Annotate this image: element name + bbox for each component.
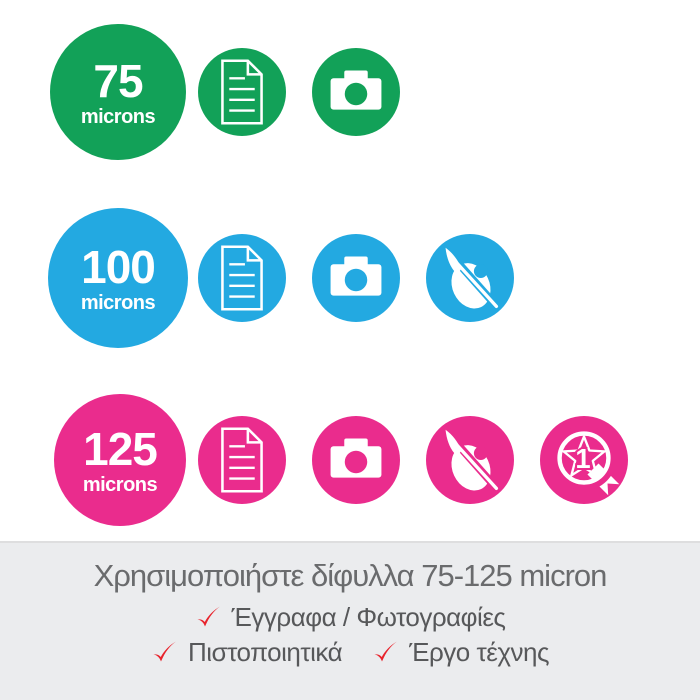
svg-text:1: 1	[575, 443, 590, 474]
footer-panel: Χρησιμοποιήστε δίφυλλα 75-125 micron Έγγ…	[0, 541, 700, 700]
check-item-documents: Έγγραφα / Φωτογραφίες	[195, 602, 506, 633]
camera-icon	[312, 48, 400, 136]
checkmark-icon	[197, 606, 220, 627]
thickness-badge-125: 125 microns	[54, 394, 186, 526]
thickness-value: 100	[81, 240, 156, 293]
check-label: Έργο τέχνης	[409, 637, 549, 667]
thickness-value: 125	[83, 422, 158, 475]
thickness-badge-100: 100 microns	[48, 208, 188, 348]
thickness-value: 75	[93, 54, 143, 107]
footer-title: Χρησιμοποιήστε δίφυλλα 75-125 micron	[93, 558, 608, 593]
checkmark-icon	[374, 641, 398, 662]
document-icon	[198, 234, 286, 322]
palette-icon	[426, 234, 514, 322]
checkmark-icon	[153, 641, 176, 662]
thickness-unit: microns	[82, 473, 158, 496]
check-line-2: Πιστοποιητικά Έργο τέχνης	[151, 637, 549, 668]
thickness-badge-75: 75 microns	[50, 24, 186, 160]
check-item-certificates: Πιστοποιητικά	[151, 637, 343, 668]
thickness-unit: microns	[80, 291, 156, 314]
check-label: Πιστοποιητικά	[188, 637, 343, 667]
camera-icon	[312, 234, 400, 322]
document-icon	[198, 416, 286, 504]
thickness-unit: microns	[80, 105, 156, 128]
palette-icon	[426, 416, 514, 504]
award-icon: 1	[540, 416, 628, 504]
check-label: Έγγραφα / Φωτογραφίες	[231, 602, 506, 632]
document-icon	[198, 48, 286, 136]
check-item-artwork: Έργο τέχνης	[372, 637, 549, 668]
check-line-1: Έγγραφα / Φωτογραφίες	[195, 602, 506, 633]
camera-icon	[312, 416, 400, 504]
